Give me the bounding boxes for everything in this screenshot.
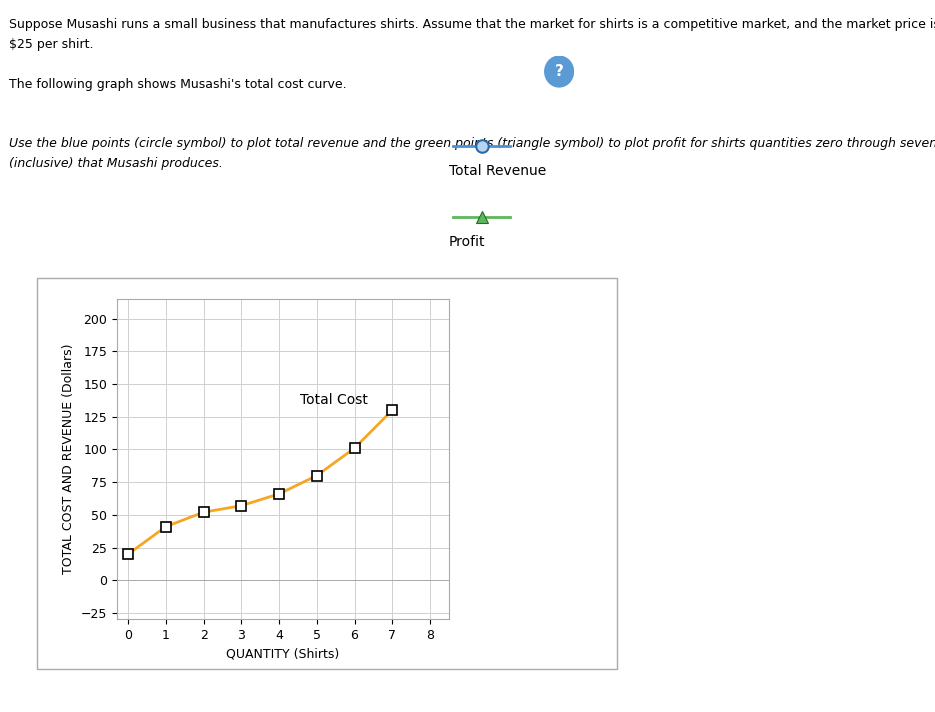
Text: ?: ?: [554, 64, 564, 79]
Text: Use the blue points (circle symbol) to plot total revenue and the green points (: Use the blue points (circle symbol) to p…: [9, 137, 935, 150]
Text: Profit: Profit: [449, 235, 485, 249]
Text: (inclusive) that Musashi produces.: (inclusive) that Musashi produces.: [9, 157, 223, 170]
Text: Total Revenue: Total Revenue: [449, 164, 546, 178]
Text: $25 per shirt.: $25 per shirt.: [9, 38, 94, 51]
Text: The following graph shows Musashi's total cost curve.: The following graph shows Musashi's tota…: [9, 78, 347, 90]
Y-axis label: TOTAL COST AND REVENUE (Dollars): TOTAL COST AND REVENUE (Dollars): [63, 344, 75, 575]
Text: Total Cost: Total Cost: [300, 392, 367, 407]
Text: Suppose Musashi runs a small business that manufactures shirts. Assume that the : Suppose Musashi runs a small business th…: [9, 18, 935, 31]
X-axis label: QUANTITY (Shirts): QUANTITY (Shirts): [226, 648, 339, 661]
Circle shape: [545, 56, 573, 87]
